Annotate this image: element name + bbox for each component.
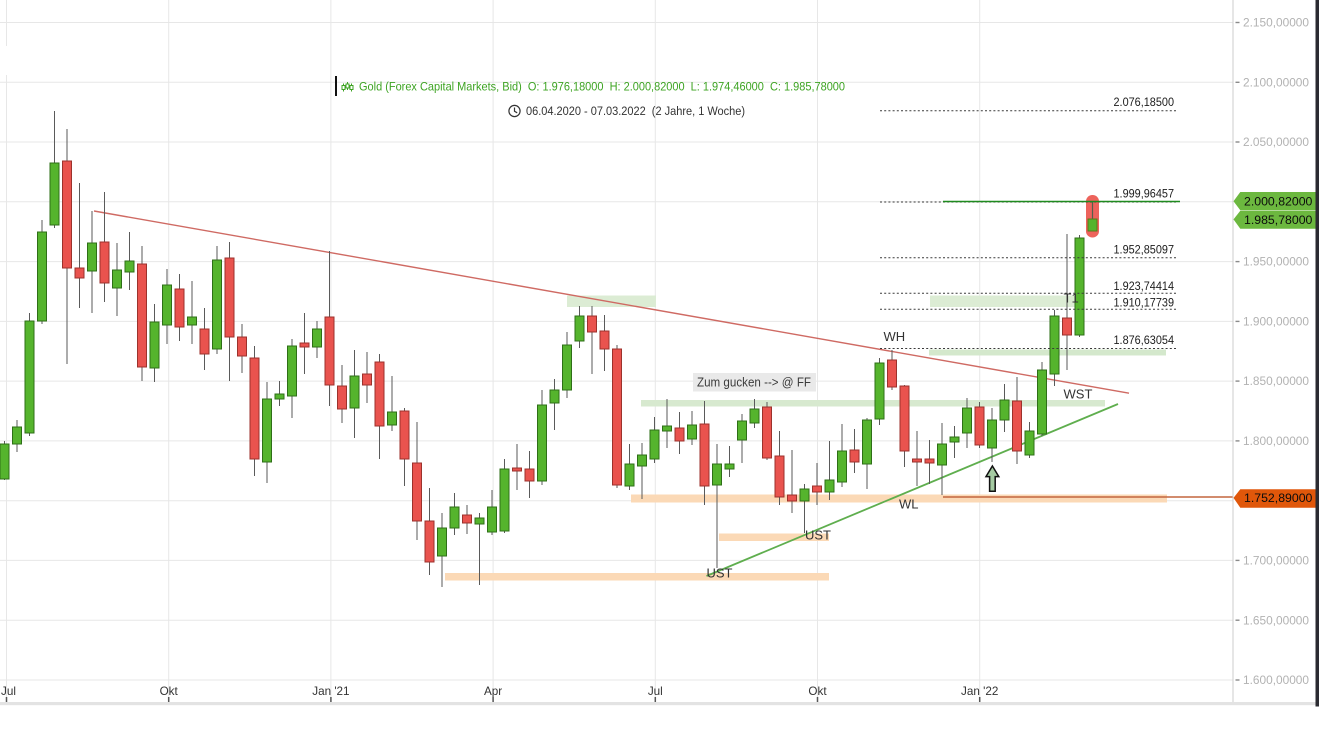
svg-text:Okt: Okt	[808, 685, 827, 698]
svg-text:1.700,00000: 1.700,00000	[1243, 556, 1309, 568]
svg-text:1.850,00000: 1.850,00000	[1243, 376, 1309, 388]
svg-text:Apr: Apr	[484, 685, 502, 698]
svg-text:1.923,74414: 1.923,74414	[1114, 281, 1175, 293]
svg-text:1.650,00000: 1.650,00000	[1243, 615, 1309, 627]
svg-text:T1: T1	[1064, 291, 1079, 306]
svg-text:2.000,82000: 2.000,82000	[1244, 195, 1313, 209]
svg-text:Okt: Okt	[160, 685, 179, 698]
svg-text:Jan '22: Jan '22	[961, 685, 998, 698]
svg-text:WL: WL	[899, 497, 919, 512]
svg-text:2.150,00000: 2.150,00000	[1243, 18, 1309, 30]
svg-text:2.050,00000: 2.050,00000	[1243, 137, 1309, 149]
svg-text:WH: WH	[884, 329, 906, 344]
svg-text:WST: WST	[1064, 387, 1093, 402]
svg-text:1.910,17739: 1.910,17739	[1114, 298, 1175, 310]
svg-text:2.100,00000: 2.100,00000	[1243, 77, 1309, 89]
svg-text:Gold (Forex Capital Markets, B: Gold (Forex Capital Markets, Bid) O: 1.9…	[359, 80, 845, 94]
svg-text:1.600,00000: 1.600,00000	[1243, 675, 1309, 687]
svg-text:1.999,96457: 1.999,96457	[1114, 189, 1175, 201]
svg-text:2.076,18500: 2.076,18500	[1114, 97, 1175, 109]
svg-text:1.952,85097: 1.952,85097	[1114, 245, 1175, 257]
svg-text:1.876,63054: 1.876,63054	[1114, 335, 1175, 347]
svg-text:Jul: Jul	[648, 685, 663, 698]
svg-text:UST: UST	[805, 528, 831, 543]
svg-text:Zum gucken --> @ FF: Zum gucken --> @ FF	[697, 375, 811, 390]
svg-text:Jul: Jul	[1, 685, 16, 698]
svg-text:1.800,00000: 1.800,00000	[1243, 436, 1309, 448]
svg-text:1.900,00000: 1.900,00000	[1243, 317, 1309, 329]
svg-text:1.752,89000: 1.752,89000	[1244, 491, 1313, 505]
svg-text:Jan '21: Jan '21	[312, 685, 349, 698]
svg-text:06.04.2020 - 07.03.2022 (2 Ja: 06.04.2020 - 07.03.2022 (2 Jahre, 1 Woch…	[526, 104, 745, 118]
svg-text:1.985,78000: 1.985,78000	[1244, 213, 1313, 227]
svg-text:1.950,00000: 1.950,00000	[1243, 257, 1309, 269]
svg-text:UST: UST	[707, 566, 733, 581]
